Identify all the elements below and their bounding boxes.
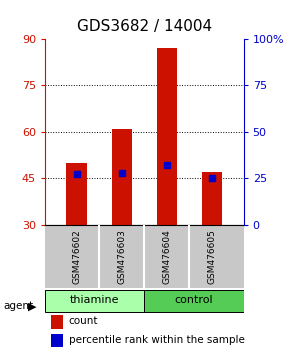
Bar <box>112 129 132 224</box>
Text: GDS3682 / 14004: GDS3682 / 14004 <box>77 19 213 34</box>
Bar <box>51 315 63 329</box>
Text: percentile rank within the sample: percentile rank within the sample <box>69 335 245 345</box>
Text: GSM476603: GSM476603 <box>117 229 126 284</box>
Text: count: count <box>69 316 98 326</box>
Text: GSM476605: GSM476605 <box>208 229 217 284</box>
Bar <box>45 290 144 312</box>
Bar <box>157 48 177 224</box>
Text: control: control <box>175 295 213 305</box>
Bar <box>144 290 244 312</box>
Bar <box>66 163 87 224</box>
Text: agent: agent <box>3 301 33 311</box>
Bar <box>202 172 222 224</box>
Text: ▶: ▶ <box>28 301 36 311</box>
Text: thiamine: thiamine <box>70 295 119 305</box>
Text: GSM476602: GSM476602 <box>72 229 81 284</box>
Bar <box>51 334 63 347</box>
Text: GSM476604: GSM476604 <box>162 229 171 284</box>
